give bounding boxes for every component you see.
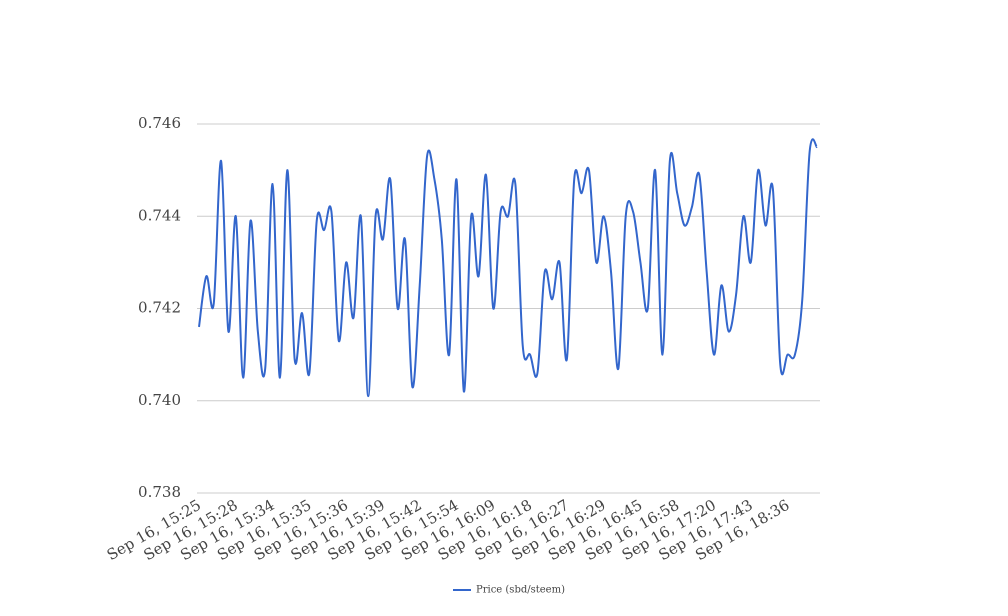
line xyxy=(198,138,818,398)
y-tick-label: 0.740 xyxy=(138,391,181,409)
y-tick-label: 0.746 xyxy=(138,114,181,132)
y-tick-label: 0.744 xyxy=(138,206,181,224)
y-tick-label: 0.738 xyxy=(138,483,181,501)
y-tick-label: 0.742 xyxy=(138,299,181,317)
legend-label: Price (sbd/steem) xyxy=(476,585,565,596)
